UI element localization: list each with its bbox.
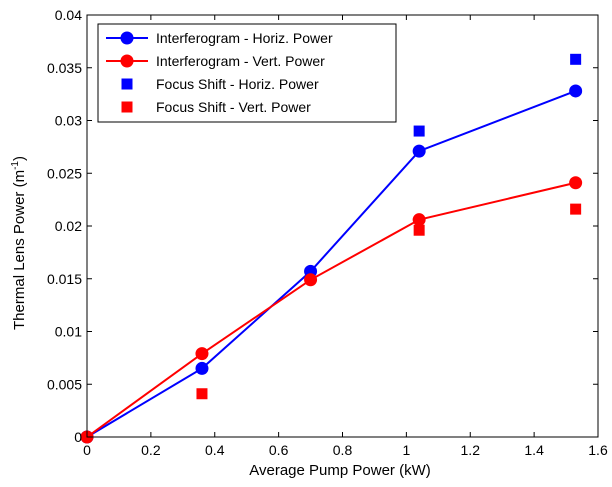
x-tick-label: 1.4 [524, 442, 544, 458]
y-axis-label-superscript: -1 [10, 161, 21, 170]
data-point [570, 53, 582, 65]
x-tick-label: 1.6 [588, 442, 608, 458]
data-point [569, 176, 583, 190]
x-tick-label: 1.2 [461, 442, 481, 458]
legend-label: Focus Shift - Horiz. Power [156, 76, 319, 92]
y-tick-label: 0.01 [55, 324, 82, 340]
legend-marker [120, 54, 134, 68]
y-tick-label: 0.02 [55, 218, 82, 234]
y-axis-label-main: Thermal Lens Power (m [11, 170, 28, 330]
legend-marker [120, 31, 134, 45]
legend-label: Focus Shift - Vert. Power [156, 99, 311, 115]
axes: 0 0.2 0.4 0.6 0.8 1 1.2 1.4 1.6 0 0.005 0.01 0.015 0.… [47, 7, 608, 458]
y-tick-label: 0.035 [47, 60, 82, 76]
y-tick-label: 0.03 [55, 113, 82, 129]
y-tick-label: 0.015 [47, 271, 82, 287]
y-tick-label: 0.005 [47, 376, 82, 392]
y-axis-label-close: ) [11, 156, 28, 161]
data-point [304, 273, 318, 287]
x-tick-label: 0 [83, 442, 91, 458]
y-axis-label: Thermal Lens Power (m-1) [10, 156, 28, 330]
series-line [86, 181, 576, 438]
y-tick-label: 0.025 [47, 165, 82, 181]
data-point [195, 361, 209, 375]
y-tick-label: 0 [74, 429, 82, 445]
data-point [195, 347, 209, 361]
data-point [569, 84, 583, 98]
x-tick-label: 1 [402, 442, 410, 458]
x-tick-label: 0.4 [205, 442, 225, 458]
plot-area [80, 53, 583, 444]
x-axis-label: Average Pump Power (kW) [249, 462, 430, 479]
x-tick-label: 0.8 [333, 442, 353, 458]
legend-marker [121, 101, 133, 113]
x-tick-label: 0.6 [269, 442, 289, 458]
legend-label: Interferogram - Vert. Power [156, 53, 325, 69]
legend-label: Interferogram - Horiz. Power [156, 30, 333, 46]
data-point [570, 203, 582, 215]
y-tick-label: 0.04 [55, 7, 82, 23]
data-point [413, 224, 425, 236]
legend: Interferogram - Horiz. Power Interferogra… [97, 23, 397, 123]
legend-box [97, 23, 397, 123]
data-point [413, 125, 425, 137]
data-point [196, 388, 208, 400]
data-point [412, 144, 426, 158]
data-point [412, 213, 426, 227]
x-tick-label: 0.2 [141, 442, 161, 458]
legend-marker [121, 78, 133, 90]
